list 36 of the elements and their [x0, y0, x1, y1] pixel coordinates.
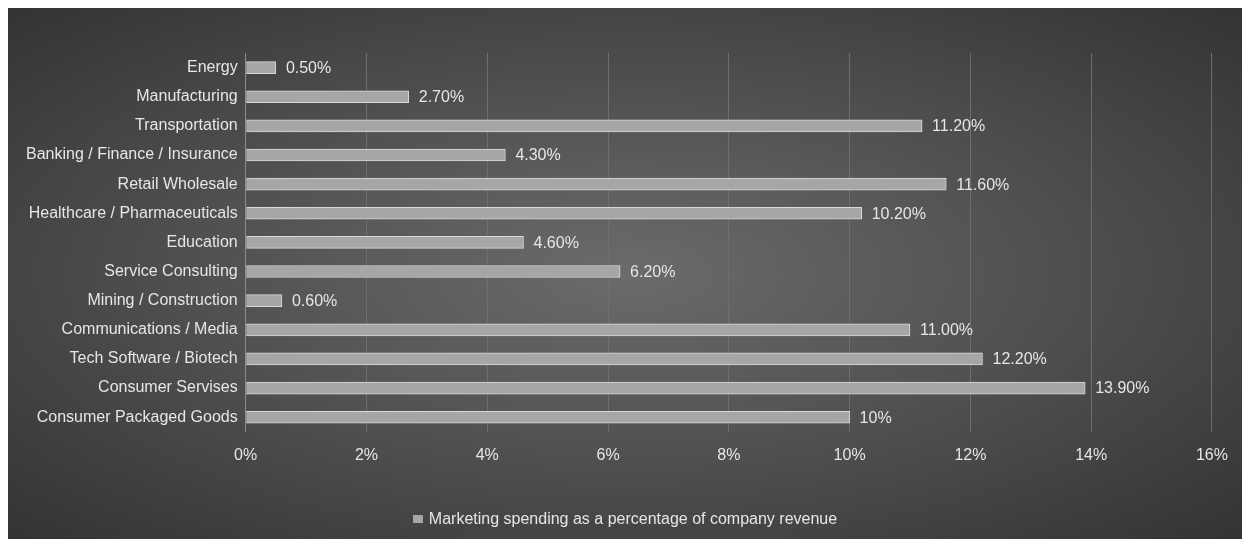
- y-tick-label: Communications / Media: [61, 320, 238, 338]
- y-tick-label: Service Consulting: [104, 261, 238, 279]
- y-tick-label: Manufacturing: [136, 87, 238, 105]
- data-label: 12.20%: [992, 350, 1047, 368]
- y-tick-label: Education: [166, 232, 238, 250]
- data-label: 4.60%: [533, 233, 579, 251]
- x-tick-label: 10%: [833, 445, 866, 463]
- x-tick-label: 4%: [475, 445, 499, 463]
- x-tick-label: 14%: [1075, 445, 1108, 463]
- data-label: 10%: [859, 408, 892, 426]
- x-tick-label: 16%: [1195, 445, 1228, 463]
- y-tick-label: Banking / Finance / Insurance: [25, 145, 238, 163]
- y-tick-label: Consumer Packaged Goods: [36, 407, 238, 425]
- data-label: 4.30%: [515, 146, 561, 164]
- x-tick-label: 6%: [596, 445, 620, 463]
- y-tick-label: Energy: [186, 57, 238, 75]
- y-tick-label: Tech Software / Biotech: [69, 349, 238, 367]
- data-label: 6.20%: [630, 262, 676, 280]
- data-label: 10.20%: [871, 204, 926, 222]
- x-tick-label: 12%: [954, 445, 987, 463]
- data-label: 0.60%: [291, 292, 338, 310]
- data-label: 11.60%: [956, 175, 1010, 193]
- x-tick-label: 0%: [234, 445, 258, 463]
- data-label: 11.00%: [920, 321, 974, 339]
- data-label: 2.70%: [418, 88, 465, 106]
- data-label: 11.20%: [932, 117, 986, 135]
- y-tick-label: Consumer Servises: [98, 378, 238, 396]
- y-tick-label: Mining / Construction: [87, 291, 238, 309]
- legend-label: Marketing spending as a percentage of company revenue: [428, 510, 838, 528]
- y-tick-label: Transportation: [135, 116, 238, 134]
- y-tick-label: Healthcare / Pharmaceuticals: [28, 203, 238, 221]
- data-label: 0.50%: [285, 58, 332, 76]
- data-label: 13.90%: [1095, 379, 1150, 397]
- x-tick-label: 2%: [354, 445, 379, 463]
- y-tick-label: Retail Wholesale: [117, 174, 238, 192]
- x-tick-label: 8%: [717, 445, 741, 463]
